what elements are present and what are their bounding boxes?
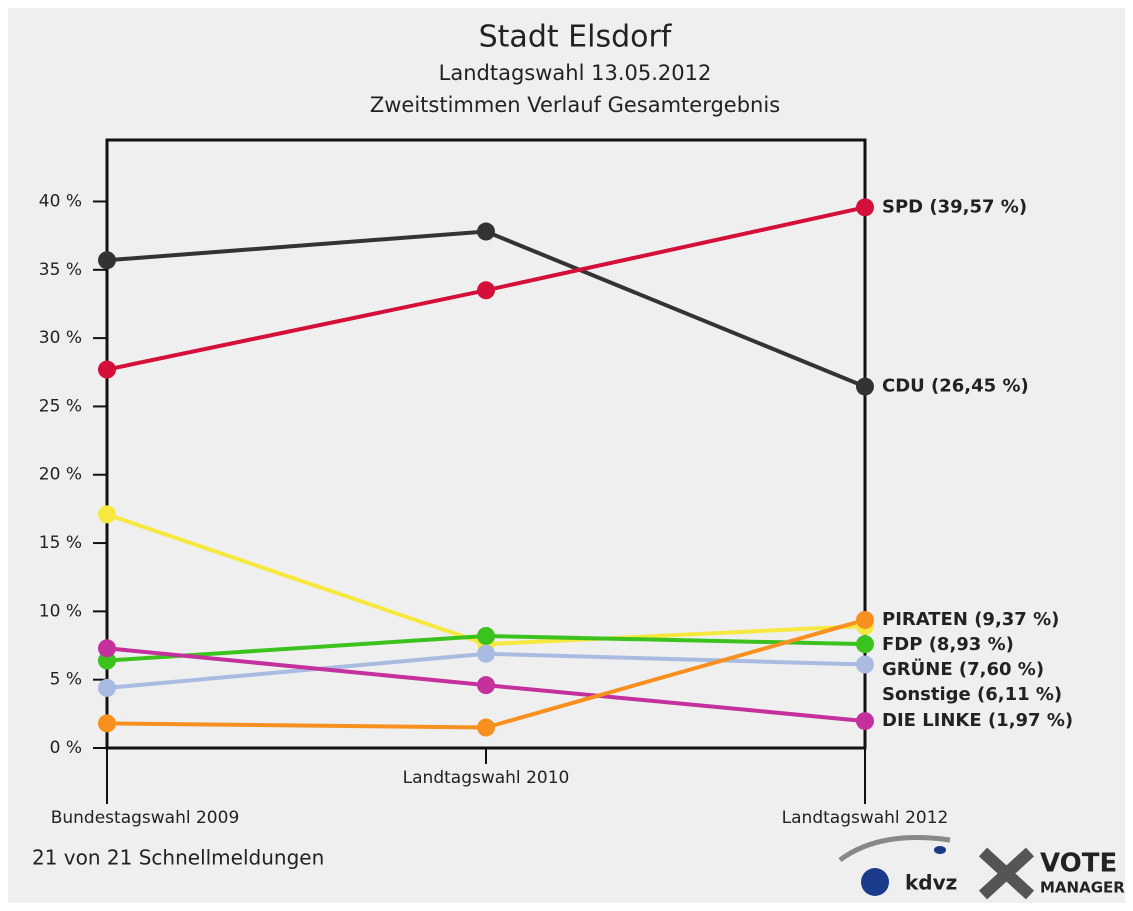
- logo: kdvz VOTE MANAGER: [838, 835, 1125, 900]
- x-tick-label: Bundestagswahl 2009: [51, 808, 240, 828]
- y-tick-label: 25 %: [39, 396, 82, 416]
- y-tick-label: 5 %: [50, 670, 82, 690]
- series-label: FDP (8,93 %): [882, 634, 1014, 655]
- data-point: [98, 360, 116, 379]
- y-tick-label: 0 %: [50, 738, 82, 758]
- logo-cross: [978, 847, 1035, 900]
- series-label: GRÜNE (7,60 %): [882, 658, 1044, 680]
- data-point: [856, 377, 874, 396]
- data-point: [477, 222, 495, 241]
- data-point: [98, 651, 116, 670]
- logo-text: kdvz: [905, 871, 957, 895]
- data-point: [477, 718, 495, 737]
- x-tick-label: Landtagswahl 2012: [782, 808, 949, 828]
- logo-text: MANAGER: [1040, 879, 1125, 897]
- subtitle: Landtagswahl 13.05.2012: [439, 61, 712, 85]
- series-label: CDU (26,45 %): [882, 376, 1029, 397]
- subtitle: Zweitstimmen Verlauf Gesamtergebnis: [370, 93, 780, 117]
- logo-swoosh: [838, 835, 951, 863]
- data-point: [856, 635, 874, 654]
- footer-status: 21 von 21 Schnellmeldungen: [32, 846, 324, 870]
- logo-ball: [861, 868, 889, 896]
- background: [8, 8, 1125, 903]
- data-point: [477, 626, 495, 645]
- data-point: [477, 644, 495, 663]
- chart-title: Stadt Elsdorf: [479, 20, 673, 55]
- y-tick-label: 40 %: [39, 191, 82, 211]
- y-tick-label: 15 %: [39, 533, 82, 553]
- series-label: DIE LINKE (1,97 %): [882, 710, 1073, 731]
- logo-dot: [934, 846, 946, 854]
- data-point: [98, 251, 116, 270]
- data-point: [856, 655, 874, 674]
- y-tick-label: 10 %: [39, 601, 82, 621]
- y-tick-label: 35 %: [39, 260, 82, 280]
- data-point: [477, 676, 495, 695]
- data-point: [98, 505, 116, 524]
- y-tick-label: 20 %: [39, 465, 82, 485]
- data-point: [98, 678, 116, 697]
- data-point: [98, 639, 116, 658]
- series-label: SPD (39,57 %): [882, 196, 1027, 217]
- series-label: Sonstige (6,11 %): [882, 684, 1062, 705]
- x-tick-label: Landtagswahl 2010: [403, 768, 570, 788]
- data-point: [856, 198, 874, 217]
- data-point: [477, 281, 495, 300]
- y-tick-label: 30 %: [39, 328, 82, 348]
- logo-text: VOTE: [1040, 849, 1117, 879]
- series-label: PIRATEN (9,37 %): [882, 609, 1059, 630]
- data-point: [98, 714, 116, 733]
- data-point: [856, 712, 874, 731]
- data-point: [856, 610, 874, 629]
